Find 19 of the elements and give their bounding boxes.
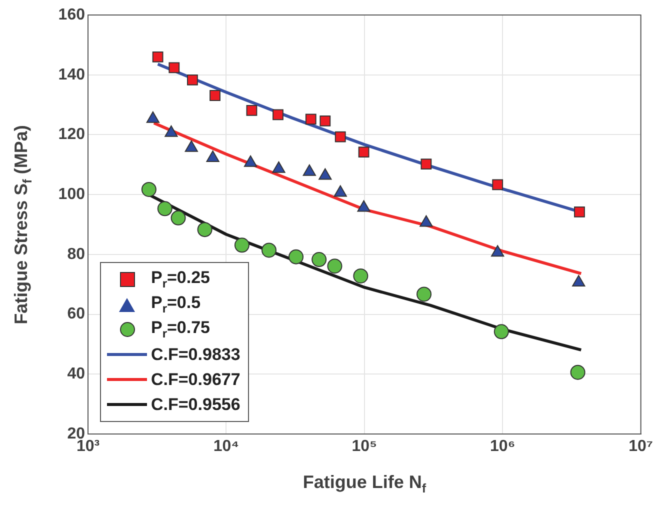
x-tick-label: 10⁵	[352, 438, 378, 456]
y-tick-label: 120	[58, 126, 86, 144]
legend-label: P$_{r}$=0.25	[151, 268, 210, 291]
legend-label: C.F=0.9556	[151, 394, 240, 414]
y-tick-label: 80	[67, 246, 86, 263]
y-tick-label: 140	[58, 66, 86, 84]
y-tick-label: 40	[67, 366, 86, 383]
legend-label: P$_{r}$=0.5	[151, 293, 201, 316]
x-tick-label: 10⁶	[490, 438, 516, 456]
legend-label: P$_{r}$=0.75	[151, 318, 210, 341]
y-tick-label: 160	[58, 6, 86, 24]
x-tick-label: 10⁴	[213, 438, 240, 456]
y-tick-label: 60	[67, 306, 86, 323]
x-tick-label: 10³	[76, 438, 100, 456]
legend-label: C.F=0.9677	[151, 370, 240, 390]
y-tick-label: 100	[58, 186, 86, 203]
x-axis-title: Fatigue Life N$_{f}$	[302, 472, 426, 496]
legend-label: C.F=0.9833	[151, 344, 240, 364]
x-tick-label: 10⁷	[628, 438, 654, 456]
